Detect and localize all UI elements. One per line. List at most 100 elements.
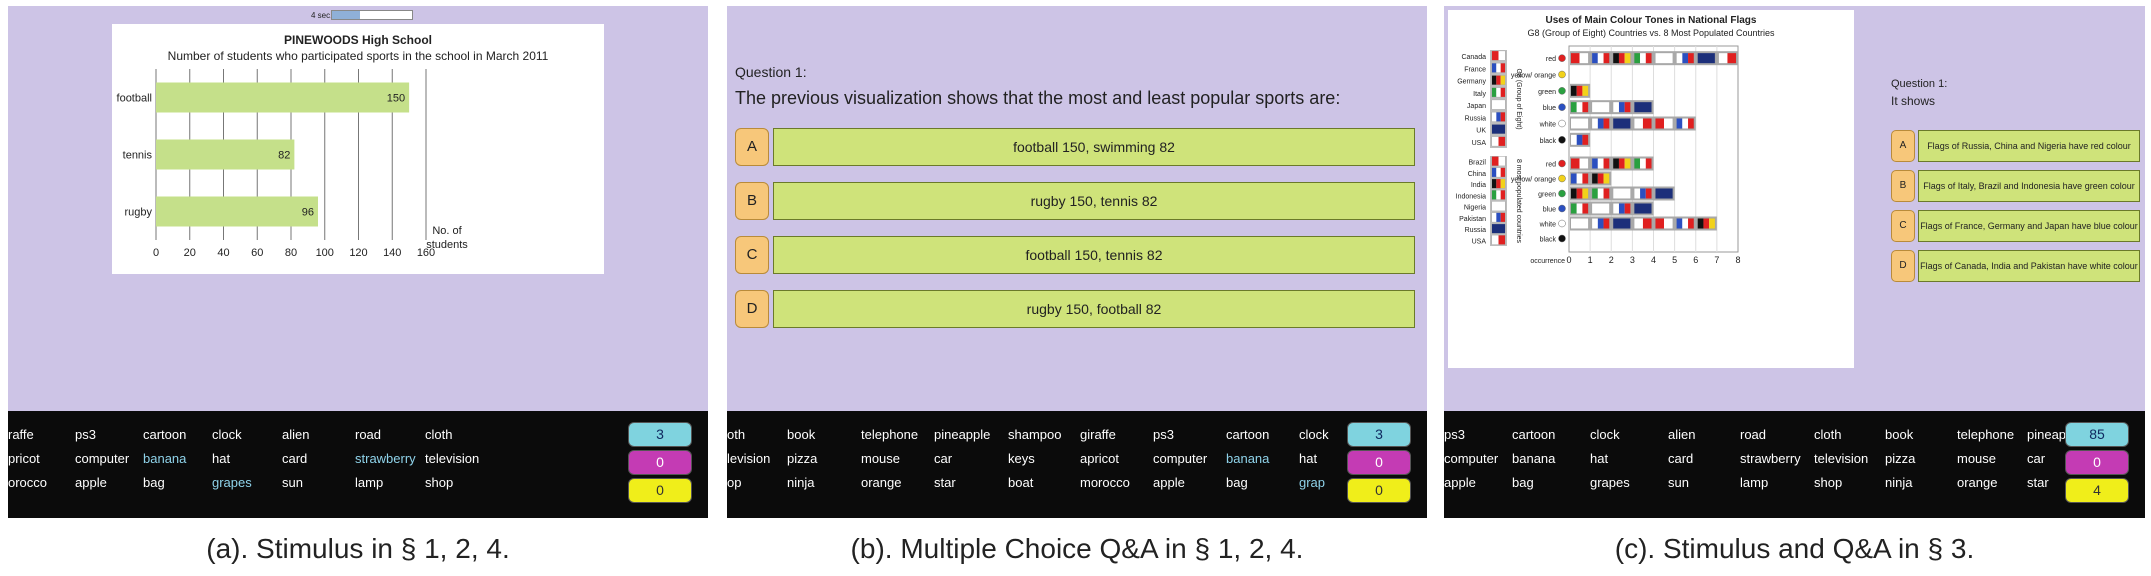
option-button-b[interactable]: rugby 150, tennis 82 [773, 182, 1415, 220]
word-item: lamp [355, 475, 384, 490]
word-item: giraffe [1080, 427, 1116, 442]
x-tick-label: 2 [1609, 255, 1614, 265]
word-item: pizza [1885, 451, 1916, 466]
flag-icon [1655, 52, 1673, 64]
option-letter-c[interactable]: C [1891, 210, 1915, 242]
colour-dot [1558, 119, 1566, 128]
option-letter-b[interactable]: B [1891, 170, 1915, 202]
country-label: India [1471, 182, 1486, 189]
counter-yellow: 4 [2065, 478, 2129, 503]
flag-icon [1591, 203, 1610, 214]
country-label: UK [1476, 128, 1486, 135]
word-item: grap [1299, 475, 1326, 490]
option-button-b[interactable]: Flags of Italy, Brazil and Indonesia hav… [1918, 170, 2140, 202]
x-tick-label: 160 [417, 247, 435, 259]
word-item: car [2027, 451, 2046, 466]
caption-a: (a). Stimulus in § 1, 2, 4. [206, 533, 510, 564]
word-item: book [787, 427, 816, 442]
option-letter-b[interactable]: B [735, 182, 769, 220]
question-label: Question 1: [735, 64, 807, 80]
counter-magenta: 0 [2065, 450, 2129, 475]
group-label: 8 most populated countries [1515, 159, 1522, 244]
country-label: Pakistan [1459, 216, 1486, 223]
flag-icon [1613, 158, 1631, 169]
country-label: Germany [1457, 79, 1486, 86]
option-button-c[interactable]: football 150, tennis 82 [773, 236, 1415, 274]
flag-icon [1591, 101, 1610, 113]
colour-label: yellow/ orange [1511, 73, 1556, 80]
word-item: star [934, 475, 956, 490]
option-letter-d[interactable]: D [735, 290, 769, 328]
flag-icon [1634, 158, 1652, 169]
colour-label: red [1546, 56, 1556, 63]
word-item: cartoon [1512, 427, 1556, 442]
flag-icon [1491, 112, 1506, 122]
flag-icon [1676, 118, 1694, 129]
colour-dot [1558, 70, 1566, 79]
word-item: cloth [1814, 427, 1842, 442]
question-label: Question 1: [1891, 78, 1948, 90]
colour-dot [1558, 103, 1566, 111]
word-item: pineap [2027, 427, 2067, 442]
word-item: computer [1153, 451, 1208, 466]
x-tick-label: 40 [217, 247, 229, 259]
word-item: orocco [8, 475, 48, 490]
word-item: mouse [1957, 451, 1997, 466]
flag-icon [1491, 235, 1506, 245]
category-label: tennis [123, 150, 153, 162]
word-item: orange [1957, 475, 1998, 490]
word-item: lamp [1740, 475, 1769, 490]
option-button-a[interactable]: Flags of Russia, China and Nigeria have … [1918, 130, 2140, 162]
word-item: pizza [787, 451, 818, 466]
x-tick-label: 5 [1672, 255, 1677, 265]
chart-title: PINEWOODS High School [284, 33, 432, 47]
option-button-d[interactable]: Flags of Canada, India and Pakistan have… [1918, 250, 2140, 282]
option-letter-a[interactable]: A [735, 128, 769, 166]
word-item: morocco [1080, 475, 1130, 490]
option-letter-d[interactable]: D [1891, 250, 1915, 282]
group-label: G8 (Group of Eight) [1515, 68, 1522, 129]
option-button-a[interactable]: football 150, swimming 82 [773, 128, 1415, 166]
flag-icon [1634, 188, 1652, 199]
word-item: ninja [787, 475, 815, 490]
flag-icon [1591, 218, 1610, 229]
word-item: grapes [212, 475, 252, 490]
word-item: television [1814, 451, 1869, 466]
option-letter-a[interactable]: A [1891, 130, 1915, 162]
flag-icon [1570, 52, 1589, 64]
flag-icon [1634, 118, 1652, 129]
flag-icon [1613, 203, 1631, 214]
colour-dot [1558, 87, 1566, 95]
x-axis-label: No. of [432, 225, 462, 237]
word-item: shampoo [1008, 427, 1062, 442]
counter-cyan: 85 [2065, 422, 2129, 447]
word-item: hat [212, 451, 231, 466]
country-label: USA [1472, 140, 1487, 147]
word-item: keys [1008, 451, 1035, 466]
flag-icon [1491, 87, 1506, 98]
flag-icon [1591, 173, 1610, 184]
word-item: apricot [1080, 451, 1120, 466]
option-button-c[interactable]: Flags of France, Germany and Japan have … [1918, 210, 2140, 242]
word-item: card [282, 451, 308, 466]
word-item: levision [727, 451, 771, 466]
option-letter-c[interactable]: C [735, 236, 769, 274]
flag-icon [1491, 223, 1506, 234]
flag-icon [1570, 134, 1589, 146]
flag-icon [1634, 218, 1652, 229]
word-item: bag [1512, 475, 1534, 490]
option-button-d[interactable]: rugby 150, football 82 [773, 290, 1415, 328]
x-tick-label: 4 [1651, 255, 1656, 265]
bar-rugby [156, 196, 318, 227]
count-bar [1570, 100, 1654, 115]
flag-icon [1613, 101, 1631, 113]
word-item: strawberry [1740, 451, 1801, 466]
flag-icon [1697, 218, 1716, 229]
colour-dot [1558, 234, 1566, 243]
country-label: China [1468, 171, 1486, 178]
word-item: clock [1299, 427, 1329, 442]
word-item: clock [212, 427, 242, 442]
timer-bar [331, 10, 413, 20]
timer-label: 4 sec. [311, 11, 333, 20]
colour-label: yellow/ orange [1511, 177, 1556, 184]
